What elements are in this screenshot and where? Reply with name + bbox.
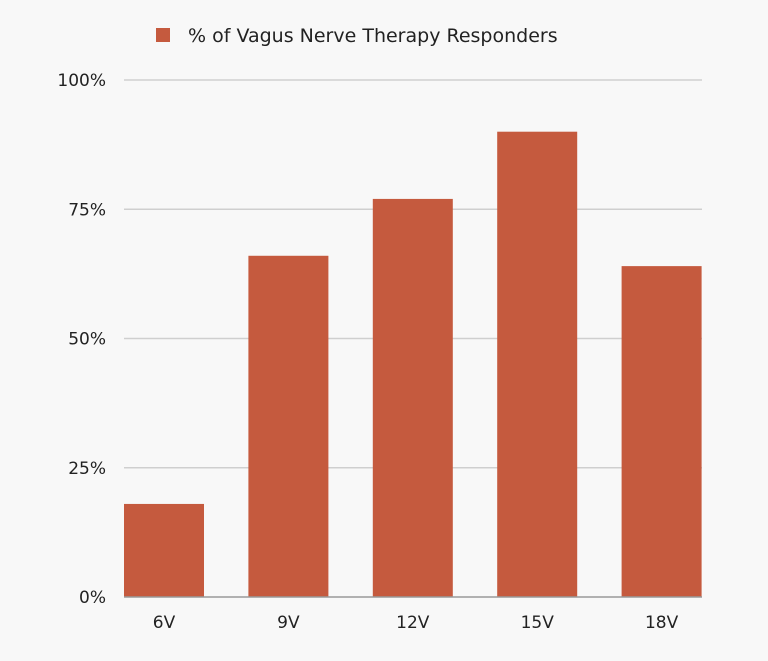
legend-label: % of Vagus Nerve Therapy Responders xyxy=(188,25,558,47)
x-tick-label: 9V xyxy=(277,613,300,633)
x-tick-label: 12V xyxy=(396,613,430,633)
y-tick-label: 25% xyxy=(68,459,106,479)
bar-18V xyxy=(621,266,702,597)
bar-12V xyxy=(372,198,453,597)
bar-9V xyxy=(248,255,329,597)
x-tick-label: 18V xyxy=(645,613,679,633)
y-tick-label: 0% xyxy=(79,588,106,608)
y-tick-label: 50% xyxy=(68,330,106,350)
y-tick-label: 75% xyxy=(68,200,106,220)
x-tick-label: 6V xyxy=(153,613,176,633)
legend-swatch xyxy=(156,28,170,42)
bar-15V xyxy=(497,131,578,597)
bar-6V xyxy=(124,503,204,597)
y-tick-label: 100% xyxy=(57,71,106,91)
x-tick-label: 15V xyxy=(521,613,555,633)
